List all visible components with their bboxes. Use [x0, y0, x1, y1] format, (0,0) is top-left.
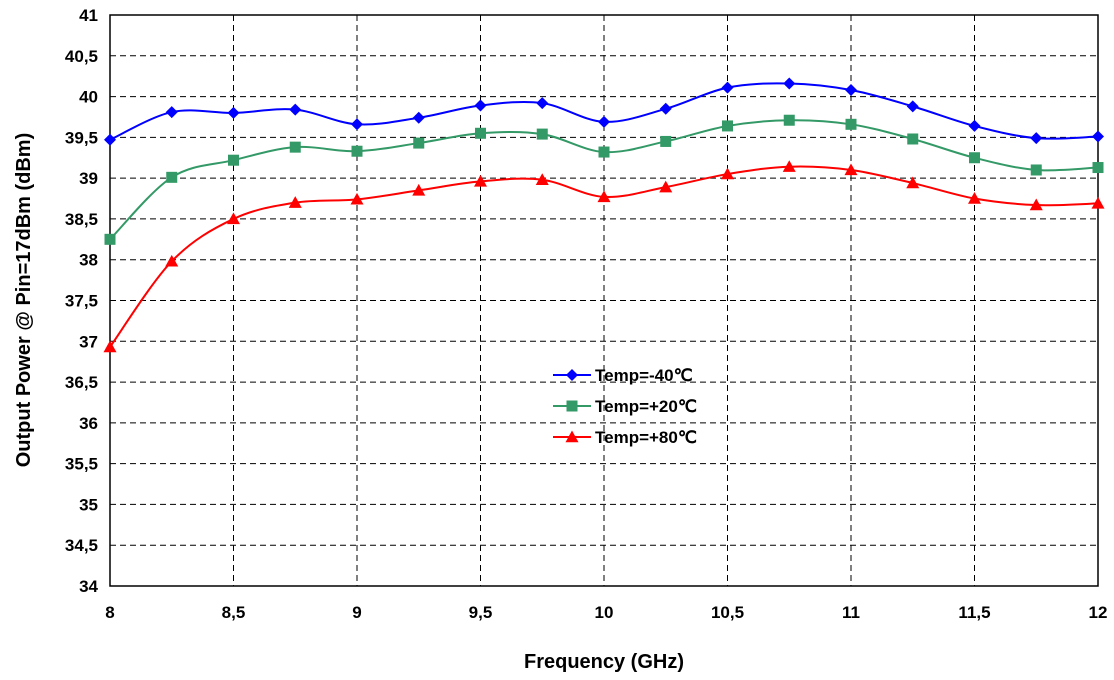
legend-item: Temp=+20℃: [553, 397, 697, 416]
x-tick-label: 8: [105, 603, 114, 622]
data-point: [783, 114, 795, 126]
legend-label: Temp=+20℃: [595, 397, 697, 416]
data-point: [165, 106, 178, 119]
data-point: [1030, 164, 1042, 176]
legend-label: Temp=+80℃: [595, 428, 697, 447]
data-point: [103, 340, 117, 353]
y-tick-label: 35: [79, 495, 98, 514]
series-layer: [103, 77, 1105, 353]
data-point: [783, 77, 796, 90]
data-point: [660, 135, 672, 147]
data-point: [228, 154, 239, 166]
x-tick-label: 11,5: [958, 603, 990, 622]
x-tick-label: 11: [842, 603, 860, 622]
y-tick-label: 37,5: [65, 292, 98, 311]
x-tick-label: 9,5: [469, 603, 493, 622]
x-tick-label: 9: [352, 603, 361, 622]
legend-label: Temp=-40℃: [595, 366, 693, 385]
data-point: [413, 137, 425, 149]
data-point: [845, 84, 857, 97]
series-1: [104, 77, 1104, 146]
x-tick-labels: 8 8,5 9 9,5 10 10,5 11 11,5 12: [105, 603, 1107, 622]
data-point: [1092, 130, 1104, 143]
data-point: [289, 141, 301, 153]
legend: Temp=-40℃ Temp=+20℃ Temp=+80℃: [553, 366, 697, 447]
y-tick-labels: 34 34,5 35 35,5 36 36,5 37 37,5 38 38,5 39 39,5 40 40…: [65, 6, 99, 596]
y-tick-label: 36,5: [65, 373, 98, 392]
data-point: [351, 145, 363, 157]
data-point: [104, 233, 116, 245]
data-point: [1029, 198, 1043, 211]
y-tick-label: 38: [79, 251, 98, 270]
data-point: [597, 190, 611, 203]
y-tick-label: 39: [79, 169, 98, 188]
data-point: [598, 115, 610, 128]
data-point: [721, 167, 734, 180]
data-point: [968, 192, 981, 204]
data-point: [1030, 132, 1043, 145]
data-point: [166, 171, 178, 183]
y-tick-label: 36: [79, 414, 98, 433]
data-point: [165, 254, 179, 267]
data-point: [968, 119, 981, 132]
series-line: [109, 165, 1099, 348]
data-point: [536, 97, 549, 110]
x-tick-label: 8,5: [222, 603, 246, 622]
data-point: [412, 111, 425, 124]
legend-marker: [565, 430, 579, 443]
data-point: [1092, 162, 1104, 174]
x-tick-label: 12: [1089, 603, 1108, 622]
x-tick-label: 10,5: [711, 603, 744, 622]
legend-marker: [566, 400, 578, 412]
data-point: [598, 146, 610, 158]
y-tick-label: 41: [79, 6, 98, 25]
data-point: [659, 180, 673, 193]
data-point: [227, 106, 240, 119]
data-point: [782, 160, 796, 172]
plot-frame: [109, 14, 1099, 587]
data-point: [289, 103, 302, 116]
series-2: [104, 114, 1104, 245]
y-tick-label: 34,5: [65, 536, 98, 555]
data-point: [907, 133, 919, 145]
x-axis-title: Frequency (GHz): [524, 651, 684, 673]
y-tick-label: 38,5: [65, 210, 98, 229]
y-tick-label: 35,5: [65, 455, 98, 474]
y-tick-label: 39,5: [65, 128, 98, 147]
series-3: [103, 160, 1105, 353]
data-point: [474, 99, 487, 112]
legend-item: Temp=-40℃: [553, 366, 693, 385]
data-point: [351, 118, 363, 131]
data-point: [474, 174, 487, 187]
data-point: [475, 127, 486, 139]
data-point: [536, 128, 548, 140]
data-point: [721, 81, 734, 94]
data-point: [227, 212, 240, 225]
data-point: [288, 196, 302, 208]
data-point: [535, 173, 549, 185]
data-point: [844, 163, 858, 176]
data-point: [412, 183, 426, 196]
data-point: [906, 100, 919, 113]
legend-item: Temp=+80℃: [553, 428, 697, 447]
data-point: [845, 118, 857, 130]
data-point: [104, 133, 116, 146]
y-tick-label: 40: [79, 88, 98, 107]
y-tick-label: 40,5: [65, 47, 98, 66]
y-tick-label: 37: [79, 332, 98, 351]
data-point: [722, 120, 733, 132]
x-tick-label: 10: [595, 603, 614, 622]
data-point: [906, 176, 920, 189]
data-point: [659, 102, 672, 115]
y-tick-label: 34: [79, 577, 98, 596]
data-point: [969, 152, 980, 164]
legend-marker: [566, 369, 578, 381]
data-point: [1091, 196, 1105, 209]
data-point: [350, 192, 364, 205]
y-axis-title: Output Power @ Pin=17dBm (dBm): [13, 133, 35, 468]
